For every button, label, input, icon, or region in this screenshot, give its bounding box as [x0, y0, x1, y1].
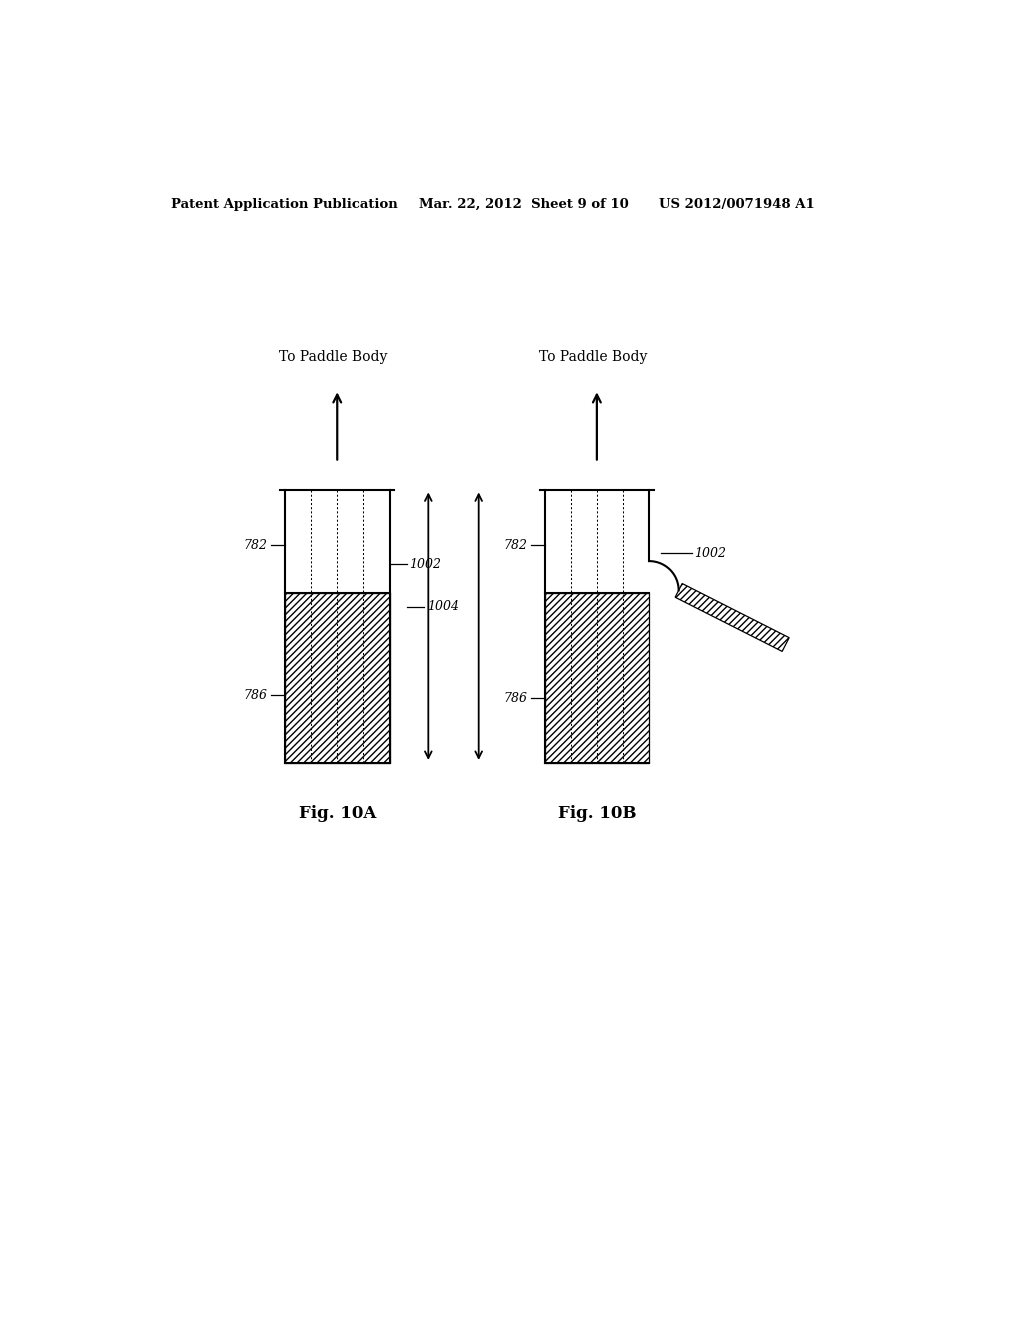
Text: Fig. 10A: Fig. 10A [299, 805, 376, 822]
Text: Patent Application Publication: Patent Application Publication [171, 198, 397, 211]
Polygon shape [675, 583, 790, 651]
Text: 786: 786 [504, 692, 527, 705]
Text: To Paddle Body: To Paddle Body [280, 350, 387, 364]
Text: 1002: 1002 [694, 546, 726, 560]
Text: 782: 782 [504, 539, 527, 552]
Text: 1004: 1004 [427, 601, 459, 612]
Text: Mar. 22, 2012  Sheet 9 of 10: Mar. 22, 2012 Sheet 9 of 10 [419, 198, 629, 211]
Text: 786: 786 [244, 689, 268, 702]
Text: US 2012/0071948 A1: US 2012/0071948 A1 [658, 198, 815, 211]
Bar [285, 594, 389, 763]
Text: Fig. 10B: Fig. 10B [558, 805, 636, 822]
Text: 782: 782 [244, 539, 268, 552]
Text: To Paddle Body: To Paddle Body [539, 350, 647, 364]
Text: 1002: 1002 [409, 557, 441, 570]
Bar [545, 594, 649, 763]
